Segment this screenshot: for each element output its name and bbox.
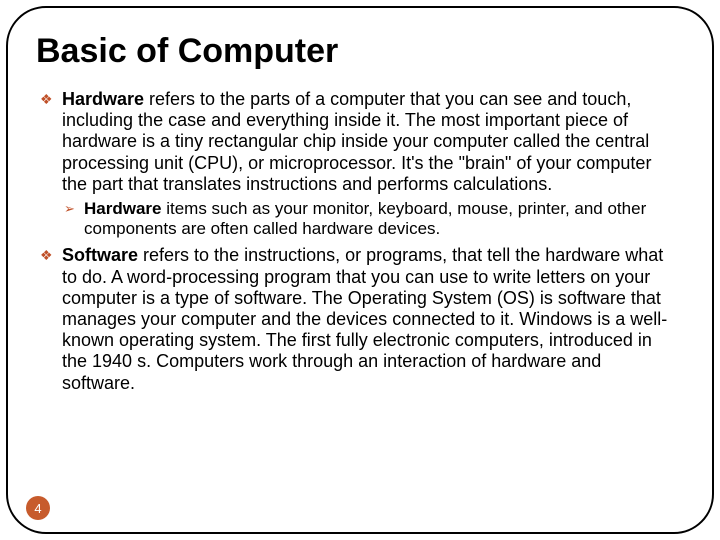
sub-bullet-text: Hardware items such as your monitor, key…	[84, 199, 646, 238]
sub-bullet-lead: Hardware	[84, 199, 161, 218]
slide: Basic of Computer ❖ Hardware refers to t…	[0, 0, 720, 540]
sub-bullet-body: items such as your monitor, keyboard, mo…	[84, 199, 646, 238]
bullet-body: refers to the instructions, or programs,…	[62, 245, 667, 392]
bullet-item-hardware: ❖ Hardware refers to the parts of a comp…	[62, 89, 672, 195]
sub-bullet-item: ➢ Hardware items such as your monitor, k…	[84, 199, 672, 239]
diamond-bullet-icon: ❖	[40, 91, 53, 108]
bullet-lead: Software	[62, 245, 138, 265]
bullet-text: Hardware refers to the parts of a comput…	[62, 89, 651, 194]
bullet-lead: Hardware	[62, 89, 144, 109]
bullet-text: Software refers to the instructions, or …	[62, 245, 667, 392]
slide-title: Basic of Computer	[36, 32, 700, 71]
bullet-body: refers to the parts of a computer that y…	[62, 89, 651, 194]
diamond-bullet-icon: ❖	[40, 247, 53, 264]
bullet-item-software: ❖ Software refers to the instructions, o…	[62, 245, 672, 394]
arrow-bullet-icon: ➢	[64, 201, 75, 216]
page-number-badge: 4	[26, 496, 50, 520]
slide-content: ❖ Hardware refers to the parts of a comp…	[20, 89, 700, 394]
